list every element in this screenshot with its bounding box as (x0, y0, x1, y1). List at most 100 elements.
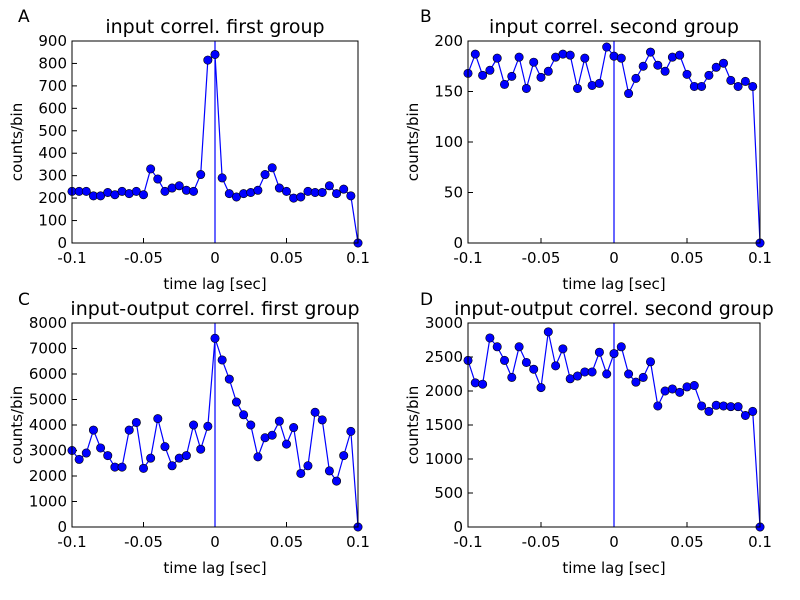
y-tick-label: 0 (453, 234, 463, 252)
y-tick-label: 0 (57, 518, 67, 536)
y-axis-label: counts/bin (8, 386, 26, 464)
y-tick-label: 2000 (29, 467, 67, 485)
data-point (332, 189, 342, 199)
data-point (478, 70, 488, 80)
data-point (485, 65, 495, 75)
data-point (260, 170, 270, 180)
panel-label: D (420, 290, 433, 310)
data-point (572, 371, 582, 381)
x-tick-label: -0.05 (124, 249, 163, 267)
y-tick-label: 1000 (29, 493, 67, 511)
data-point (346, 426, 356, 436)
x-tick-label: 0.05 (270, 533, 303, 551)
data-point (117, 462, 127, 472)
data-point (653, 401, 663, 411)
x-tick-label: 0.1 (346, 249, 370, 267)
data-point (224, 374, 234, 384)
data-point (189, 420, 199, 430)
data-point (217, 355, 227, 365)
data-point (492, 342, 502, 352)
data-point (267, 430, 277, 440)
data-point (609, 349, 619, 359)
data-point (543, 66, 553, 76)
y-tick-label: 7000 (29, 340, 67, 358)
data-point (146, 453, 156, 463)
data-point (310, 407, 320, 417)
y-tick-label: 1000 (425, 450, 463, 468)
data-point (682, 69, 692, 79)
data-point (507, 71, 517, 81)
axes-frame (71, 322, 359, 528)
data-point (317, 188, 327, 198)
x-tick-label: -0.1 (453, 533, 482, 551)
x-tick-label: 0.1 (346, 533, 370, 551)
data-point (667, 384, 677, 394)
data-point (638, 61, 648, 71)
data-point (217, 173, 227, 183)
data-point (153, 174, 163, 184)
data-point (210, 49, 220, 59)
data-point (139, 463, 149, 473)
x-tick-label: 0.05 (670, 533, 703, 551)
data-point (675, 50, 685, 60)
x-tick-label: 0.1 (748, 533, 772, 551)
y-tick-label: 100 (38, 212, 67, 230)
data-point (239, 410, 249, 420)
data-point (631, 73, 641, 83)
data-point (645, 357, 655, 367)
data-point (675, 387, 685, 397)
y-tick-label: 100 (434, 133, 463, 151)
y-tick-label: 800 (38, 54, 67, 72)
data-point (689, 381, 699, 391)
panel-label: B (420, 7, 432, 27)
data-point (726, 75, 736, 85)
data-point (181, 451, 191, 461)
x-tick-label: 0 (210, 533, 220, 551)
data-point (96, 443, 106, 453)
x-tick-label: -0.05 (522, 249, 561, 267)
data-point (521, 357, 531, 367)
chart-title: input correl. second group (489, 16, 739, 38)
data-point (189, 186, 199, 196)
y-tick-label: 5000 (29, 391, 67, 409)
x-axis-label: time lag [sec] (163, 275, 266, 293)
y-tick-label: 1500 (425, 416, 463, 434)
y-axis-label: counts/bin (8, 103, 26, 181)
x-tick-label: 0 (609, 249, 619, 267)
data-point (492, 53, 502, 63)
data-point (536, 383, 546, 393)
data-point (594, 78, 604, 88)
data-point (748, 406, 758, 416)
data-point (339, 184, 349, 194)
y-tick-label: 3000 (425, 314, 463, 332)
data-point (718, 58, 728, 68)
data-point (203, 421, 213, 431)
axes-frame (467, 322, 761, 528)
data-point (587, 367, 597, 377)
x-tick-label: -0.05 (124, 533, 163, 551)
y-tick-label: 50 (444, 184, 463, 202)
data-point (565, 50, 575, 60)
chart-title: input correl. first group (105, 16, 324, 38)
data-point (638, 372, 648, 382)
data-point (81, 448, 91, 458)
data-point (485, 333, 495, 343)
y-tick-label: 400 (38, 144, 67, 162)
data-point (572, 83, 582, 93)
data-point (103, 451, 113, 461)
data-point (296, 468, 306, 478)
y-tick-label: 0 (453, 518, 463, 536)
data-point (616, 342, 626, 352)
data-point (332, 476, 342, 486)
data-point (697, 81, 707, 91)
data-point (740, 76, 750, 86)
data-point (624, 89, 634, 99)
axes-frame (467, 40, 761, 244)
data-point (704, 406, 714, 416)
y-axis-label: counts/bin (404, 386, 422, 464)
y-tick-label: 2000 (425, 382, 463, 400)
y-tick-label: 150 (434, 83, 463, 101)
data-point (602, 42, 612, 52)
